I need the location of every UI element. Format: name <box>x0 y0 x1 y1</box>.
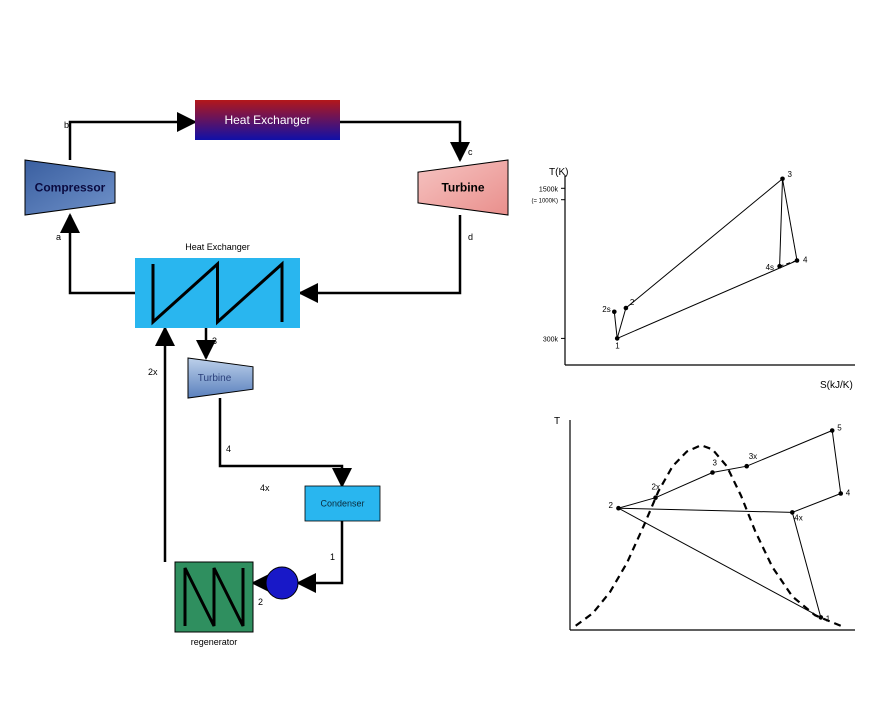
ts-top-ytick-sub: (= 1000K) <box>531 199 558 205</box>
ts-bot-dome <box>576 445 841 626</box>
state-label: 2 <box>258 597 263 607</box>
state-label: 2x <box>148 367 158 377</box>
ts-top-edge <box>614 312 617 339</box>
ts-top-point-label: 2 <box>630 298 635 307</box>
pipe-comp-to-hx <box>70 122 195 160</box>
ts-top-ytick-label: 1500k <box>539 186 559 193</box>
ts-bot-point-label: 2x <box>652 483 660 492</box>
ts-bot-point-label: 5 <box>837 424 842 433</box>
ts-bot-point <box>616 506 621 511</box>
ts-top-point-label: 4 <box>803 256 808 265</box>
ts-top-xlabel: S(kJ/K) <box>820 380 853 391</box>
ts-top-edge <box>617 308 626 338</box>
ts-top-ylabel: T(K) <box>549 167 568 178</box>
ts-top-point <box>777 264 782 269</box>
ts-bot-point <box>838 491 843 496</box>
ts-bot-point-label: 4x <box>794 513 802 522</box>
state-label: b <box>64 120 69 130</box>
pipe-hx-to-turb <box>340 122 460 160</box>
state-label: 1 <box>330 552 335 562</box>
ts-bot-point <box>830 428 835 433</box>
ts-bot-ylabel: T <box>554 416 560 427</box>
heat-exchanger-mid-label: Heat Exchanger <box>185 242 250 252</box>
small-turbine-label: Turbine <box>198 373 232 384</box>
compressor-label: Compressor <box>35 181 106 195</box>
ts-top-point <box>624 306 629 311</box>
ts-bot-tie <box>618 508 792 512</box>
condenser-label: Condenser <box>320 499 364 509</box>
state-label: c <box>468 147 473 157</box>
ts-bot-point-label: 3x <box>749 452 757 461</box>
pipe-sturb-down <box>220 398 342 486</box>
ts-bot-point <box>819 615 824 620</box>
ts-top-edge <box>780 179 783 266</box>
ts-top-point-label: 3 <box>788 170 793 179</box>
ts-bot-point <box>653 495 658 500</box>
ts-bot-point-label: 2 <box>608 501 613 510</box>
state-label: a <box>56 232 61 242</box>
ts-top-ytick-label: 300k <box>543 336 559 343</box>
state-label: d <box>468 232 473 242</box>
ts-top-point-label: 2s <box>602 305 610 314</box>
ts-bot-cycle <box>618 431 840 618</box>
ts-top-edge <box>783 179 798 261</box>
ts-top-point <box>795 258 800 263</box>
ts-top-point <box>612 310 617 315</box>
regenerator-label: regenerator <box>191 637 238 647</box>
pipe-turb-to-mid <box>300 215 460 293</box>
ts-top-point-label: 4s <box>766 263 774 272</box>
heat-exchanger-top-label: Heat Exchanger <box>224 113 310 127</box>
ts-bot-point <box>710 470 715 475</box>
ts-top-point-label: 1 <box>615 341 620 350</box>
ts-bot-point-label: 4 <box>846 489 851 498</box>
state-label: 3 <box>212 336 217 346</box>
state-label: 4 <box>226 444 231 454</box>
ts-top-edge <box>626 179 783 308</box>
ts-top-point <box>780 177 785 182</box>
state-label: 4x <box>260 483 270 493</box>
diagram-canvas: Compressor Heat Exchanger Turbine Heat Exch… <box>0 0 891 709</box>
turbine-label: Turbine <box>441 181 484 195</box>
pump <box>266 567 298 599</box>
ts-bot-point-label: 3 <box>713 459 718 468</box>
ts-bot-point <box>744 464 749 469</box>
ts-top-edge-dashed <box>780 261 797 267</box>
ts-bot-point-label: 1 <box>826 614 831 623</box>
ts-top-point <box>615 336 620 341</box>
pipe-mid-to-comp <box>70 215 135 293</box>
pipe-cond-to-pump <box>298 521 342 583</box>
